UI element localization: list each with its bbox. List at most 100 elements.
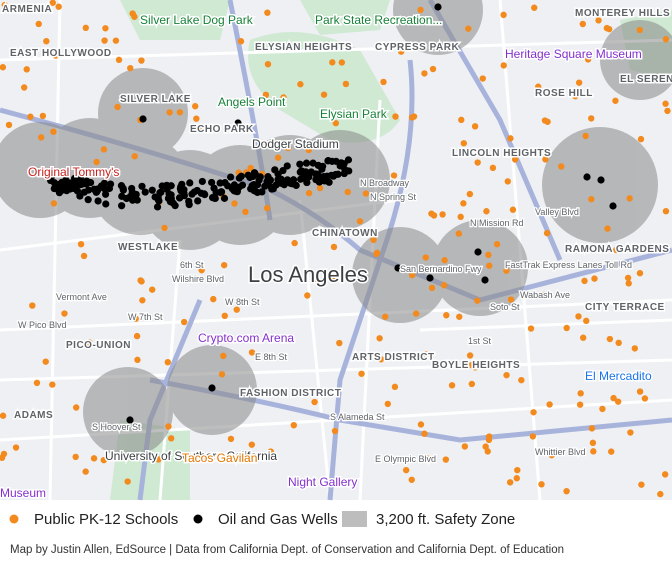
safety-zone: [83, 367, 173, 457]
school-point: [101, 37, 108, 44]
school-point: [233, 306, 240, 313]
school-point: [588, 425, 596, 432]
safety-zone: [98, 68, 188, 158]
school-point: [52, 52, 59, 59]
well-point: [234, 119, 242, 127]
school-point: [330, 243, 338, 251]
school-point: [262, 91, 270, 99]
school-point: [149, 286, 156, 293]
school-point: [485, 251, 492, 259]
place-label: W Pico Blvd: [18, 320, 67, 330]
school-point: [661, 471, 669, 478]
school-point: [466, 190, 474, 198]
school-point: [50, 200, 58, 207]
well-point: [180, 186, 188, 194]
well-point: [283, 162, 291, 170]
well-point: [80, 178, 88, 186]
school-point: [112, 37, 120, 44]
school-point: [264, 60, 272, 68]
school-point: [536, 50, 543, 58]
safety-zone: [290, 130, 390, 230]
place-label: EAST HOLLYWOOD: [10, 48, 112, 59]
school-point: [626, 195, 633, 202]
school-point: [503, 267, 510, 274]
school-point: [312, 275, 320, 283]
well-point: [238, 181, 247, 189]
place-label: Tacos Gavilan: [182, 451, 257, 465]
school-point: [138, 57, 145, 64]
place-label: San Bernardino Fwy: [400, 264, 482, 274]
school-point: [82, 24, 89, 32]
school-point: [248, 441, 255, 448]
place-label: SILVER LAKE: [120, 94, 191, 105]
school-point: [603, 24, 611, 32]
school-point: [329, 59, 336, 66]
well-point: [158, 182, 166, 190]
school-point: [390, 172, 398, 179]
school-point: [466, 352, 474, 359]
school-point: [424, 455, 431, 462]
school-point: [305, 189, 313, 197]
school-point: [198, 266, 205, 274]
school-point: [320, 111, 327, 118]
legend: Public PK-12 Schools Oil and Gas Wells 3…: [9, 511, 515, 528]
school-point: [421, 430, 428, 437]
school-point: [636, 26, 643, 34]
well-point: [221, 179, 229, 187]
well-point: [188, 190, 196, 198]
well-point: [106, 180, 115, 188]
well-point: [394, 264, 402, 272]
school-point: [100, 456, 108, 464]
legend-label: Public PK-12 Schools: [34, 511, 178, 528]
well-point: [297, 175, 305, 183]
well-point: [292, 181, 300, 189]
well-point: [609, 202, 617, 210]
well-point: [84, 186, 93, 194]
well-point: [220, 194, 229, 202]
school-point: [86, 339, 93, 346]
well-point: [139, 115, 147, 123]
well-point: [47, 176, 55, 185]
school-point: [193, 115, 200, 122]
well-point: [248, 182, 256, 190]
school-point: [625, 280, 632, 287]
school-point: [460, 140, 468, 147]
school-point: [72, 404, 80, 411]
place-label: BOYLE HEIGHTS: [432, 360, 520, 371]
school-point: [297, 81, 304, 88]
school-point: [362, 190, 370, 197]
well-point: [151, 193, 159, 201]
well-point: [193, 186, 201, 195]
school-point: [657, 490, 664, 498]
well-point: [100, 184, 108, 193]
school-point: [290, 421, 298, 429]
school-point: [529, 433, 537, 440]
school-point: [82, 468, 89, 475]
place-label: University of Southern California: [105, 449, 277, 463]
school-point: [507, 135, 514, 142]
well-point: [434, 3, 442, 11]
well-point: [210, 194, 218, 202]
school-point: [43, 37, 50, 45]
well-point: [217, 188, 226, 196]
school-point: [93, 158, 100, 166]
school-point: [231, 200, 238, 207]
school-point: [421, 70, 428, 77]
school-point: [518, 376, 525, 384]
school-point: [20, 84, 28, 91]
school-point: [500, 11, 507, 19]
well-point: [264, 173, 272, 181]
place-label: WESTLAKE: [118, 242, 178, 253]
school-point: [610, 394, 617, 402]
place-label: Wilshire Blvd: [172, 274, 224, 284]
place-label: Crypto.com Arena: [198, 331, 294, 345]
well-point: [57, 187, 65, 195]
school-point: [613, 246, 620, 254]
school-point: [614, 398, 622, 405]
place-label: CHINATOWN: [312, 228, 378, 239]
place-label: W 8th St: [225, 297, 260, 307]
place-label: Vermont Ave: [56, 292, 107, 302]
school-point: [412, 310, 420, 317]
school-point: [23, 66, 30, 73]
well-point: [302, 159, 311, 167]
